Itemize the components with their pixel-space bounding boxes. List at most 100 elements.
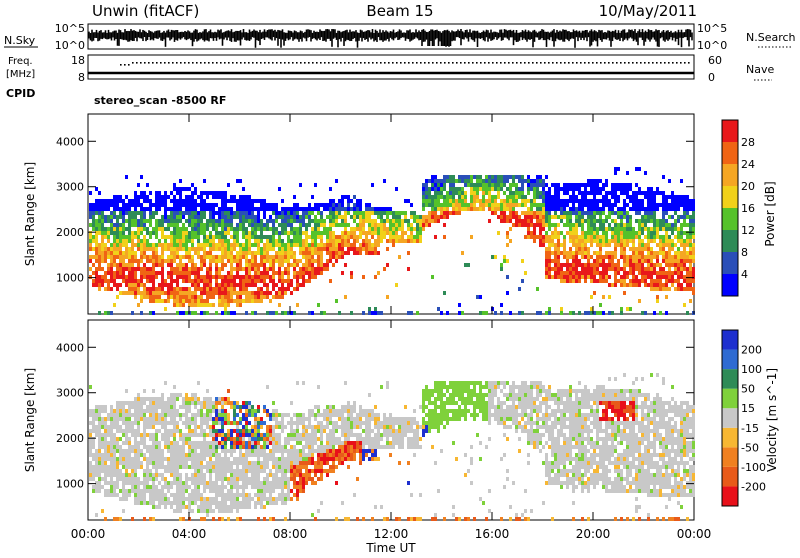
heatmap-cell	[95, 409, 98, 413]
heatmap-cell	[158, 263, 161, 267]
heatmap-cell	[656, 275, 659, 279]
heatmap-cell	[650, 219, 653, 223]
heatmap-cell	[569, 255, 572, 259]
heatmap-cell	[398, 219, 401, 223]
heatmap-cell	[683, 239, 686, 243]
heatmap-cell	[353, 227, 356, 231]
heatmap-cell	[284, 259, 287, 263]
heatmap-cell	[128, 279, 131, 283]
heatmap-cell	[158, 445, 161, 449]
heatmap-cell	[347, 207, 350, 211]
heatmap-cell	[647, 199, 650, 203]
heatmap-cell	[338, 239, 341, 243]
heatmap-cell	[146, 445, 149, 449]
heatmap-cell	[266, 287, 269, 291]
heatmap-cell	[506, 199, 509, 203]
heatmap-cell	[647, 263, 650, 267]
heatmap-cell	[290, 207, 293, 211]
heatmap-cell	[611, 263, 614, 267]
heatmap-cell	[569, 223, 572, 227]
heatmap-cell	[260, 279, 263, 283]
heatmap-cell	[554, 231, 557, 235]
heatmap-cell	[491, 187, 494, 191]
heatmap-cell	[107, 481, 110, 485]
heatmap-cell	[689, 287, 692, 291]
heatmap-cell	[245, 259, 248, 263]
heatmap-cell	[164, 203, 167, 207]
heatmap-cell	[488, 195, 491, 199]
heatmap-cell	[290, 247, 293, 251]
heatmap-cell	[314, 215, 317, 219]
heatmap-cell	[209, 235, 212, 239]
heatmap-cell	[479, 199, 482, 203]
heatmap-cell	[557, 183, 560, 187]
heatmap-cell	[230, 211, 233, 215]
heatmap-cell	[203, 263, 206, 267]
heatmap-cell	[674, 211, 677, 215]
heatmap-cell	[344, 219, 347, 223]
heatmap-cell	[317, 207, 320, 211]
heatmap-cell	[98, 481, 101, 485]
heatmap-cell	[140, 401, 143, 405]
heatmap-cell	[269, 299, 272, 303]
heatmap-cell	[689, 251, 692, 255]
heatmap-cell	[194, 497, 197, 501]
heatmap-cell	[155, 405, 158, 409]
heatmap-cell	[107, 271, 110, 275]
heatmap-cell	[551, 199, 554, 203]
heatmap-cell	[164, 457, 167, 461]
heatmap-cell	[173, 405, 176, 409]
heatmap-cell	[140, 291, 143, 295]
heatmap-cell	[128, 489, 131, 493]
heatmap-cell	[218, 275, 221, 279]
heatmap-cell	[491, 203, 494, 207]
heatmap-cell	[110, 485, 113, 489]
heatmap-cell	[242, 215, 245, 219]
heatmap-cell	[89, 441, 92, 445]
heatmap-cell	[275, 227, 278, 231]
heatmap-cell	[437, 195, 440, 199]
heatmap-cell	[134, 287, 137, 291]
heatmap-cell	[167, 413, 170, 417]
heatmap-cell	[176, 243, 179, 247]
heatmap-cell	[101, 267, 104, 271]
heatmap-cell	[218, 235, 221, 239]
heatmap-cell	[491, 195, 494, 199]
heatmap-cell	[425, 199, 428, 203]
heatmap-cell	[656, 279, 659, 283]
heatmap-cell	[161, 461, 164, 465]
heatmap-cell	[152, 231, 155, 235]
heatmap-cell	[194, 453, 197, 457]
heatmap-cell	[101, 251, 104, 255]
heatmap-cell	[668, 243, 671, 247]
heatmap-cell	[665, 251, 668, 255]
heatmap-cell	[125, 401, 128, 405]
heatmap-cell	[266, 283, 269, 287]
heatmap-cell	[104, 461, 107, 465]
heatmap-cell	[104, 465, 107, 469]
heatmap-cell	[545, 311, 548, 315]
heatmap-cell	[686, 199, 689, 203]
heatmap-cell	[101, 275, 104, 279]
heatmap-cell	[236, 295, 239, 299]
heatmap-cell	[557, 231, 560, 235]
heatmap-cell	[206, 275, 209, 279]
freq-dot	[512, 62, 514, 64]
heatmap-cell	[647, 255, 650, 259]
heatmap-cell	[206, 279, 209, 283]
heatmap-cell	[443, 175, 446, 179]
heatmap-cell	[107, 227, 110, 231]
heatmap-cell	[671, 283, 674, 287]
heatmap-cell	[116, 425, 119, 429]
heatmap-cell	[539, 231, 542, 235]
heatmap-cell	[179, 227, 182, 231]
heatmap-cell	[134, 203, 137, 207]
heatmap-cell	[143, 409, 146, 413]
heatmap-cell	[470, 179, 473, 183]
heatmap-cell	[302, 239, 305, 243]
heatmap-cell	[584, 195, 587, 199]
heatmap-cell	[458, 191, 461, 195]
heatmap-cell	[167, 271, 170, 275]
heatmap-cell	[113, 247, 116, 251]
heatmap-cell	[656, 287, 659, 291]
